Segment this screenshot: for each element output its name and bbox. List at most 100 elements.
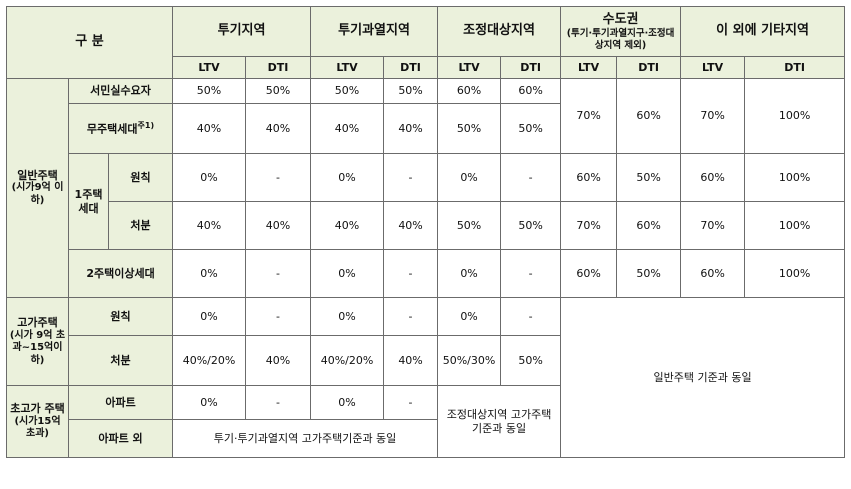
cell: 50% xyxy=(383,78,439,104)
header-capital-area-name: 수도권 xyxy=(602,11,639,27)
cell: 50% xyxy=(500,201,562,250)
row-multi-house-label: 2주택이상세대 xyxy=(67,249,174,298)
header-capital-area-sub: (투기·투기과열지구·조정대상지역 제외) xyxy=(566,27,675,51)
cell: - xyxy=(383,297,439,336)
cell: 0% xyxy=(437,153,502,202)
cell: 0% xyxy=(310,153,385,202)
row-non-apartment-label: 아파트 외 xyxy=(67,419,174,458)
cell: 60% xyxy=(616,201,682,250)
cell: 50% xyxy=(437,103,502,154)
cell: - xyxy=(245,249,312,298)
cell: 60% xyxy=(500,78,562,104)
cell: 0% xyxy=(437,297,502,336)
cell: 70% xyxy=(560,201,618,250)
cell: 50% xyxy=(172,78,247,104)
cell: 60% xyxy=(680,249,746,298)
header-adjustment-zone: 조정대상지역 xyxy=(437,6,562,57)
cell: 40%/20% xyxy=(310,335,385,386)
cell: 50% xyxy=(616,249,682,298)
cell: 0% xyxy=(172,297,247,336)
cell: 50% xyxy=(616,153,682,202)
cell: - xyxy=(383,385,439,420)
header-dti: DTI xyxy=(383,56,439,79)
row-apartment-label: 아파트 xyxy=(67,385,174,420)
cell-other-dti: 100% xyxy=(744,78,846,154)
cell: - xyxy=(245,297,312,336)
cell: 50% xyxy=(310,78,385,104)
cell: 0% xyxy=(310,297,385,336)
cell: - xyxy=(500,297,562,336)
cell: 60% xyxy=(437,78,502,104)
cell: 40% xyxy=(383,103,439,154)
group-general-label: 일반주택 xyxy=(17,168,58,182)
header-dti: DTI xyxy=(616,56,682,79)
cell: - xyxy=(500,153,562,202)
cell-capital-ltv: 70% xyxy=(560,78,618,154)
cell-other-ltv: 70% xyxy=(680,78,746,154)
row-disposal-label: 처분 xyxy=(107,201,174,250)
cell-same-as-general: 일반주택 기준과 동일 xyxy=(560,297,846,458)
header-dti: DTI xyxy=(245,56,312,79)
row-homeless-label: 무주택세대주1) xyxy=(67,103,174,154)
row-principle-label: 원칙 xyxy=(107,153,174,202)
group-general-sub: (시가9억 이하) xyxy=(11,182,64,206)
cell: 40% xyxy=(172,103,247,154)
cell: 100% xyxy=(744,153,846,202)
cell: 0% xyxy=(172,153,247,202)
group-general-housing: 일반주택 (시가9억 이하) xyxy=(6,78,69,298)
group-one-house: 1주택 세대 xyxy=(68,153,109,250)
group-super-sub: (시가15억 초과) xyxy=(14,415,61,440)
cell: - xyxy=(383,153,439,202)
cell: 50% xyxy=(437,201,502,250)
cell: 0% xyxy=(172,249,247,298)
group-super-label: 초고가 주택 xyxy=(10,402,65,416)
cell: 100% xyxy=(744,249,846,298)
cell: 50% xyxy=(500,335,562,386)
cell: 50% xyxy=(500,103,562,154)
header-category: 구 분 xyxy=(5,6,174,79)
header-dti: DTI xyxy=(744,56,846,79)
header-speculation-zone: 투기지역 xyxy=(172,6,312,57)
cell: 100% xyxy=(744,201,846,250)
header-ltv: LTV xyxy=(172,56,247,79)
cell: 40% xyxy=(245,103,312,154)
cell: 60% xyxy=(680,153,746,202)
cell: 60% xyxy=(560,249,618,298)
cell-same-as-high-price: 투기·투기과열지역 고가주택기준과 동일 xyxy=(172,419,439,458)
header-ltv: LTV xyxy=(437,56,502,79)
group-high-price: 고가주택 (시가 9억 초과~15억이하) xyxy=(6,297,69,386)
row-low-income-label: 서민실수요자 xyxy=(67,78,174,104)
cell: 0% xyxy=(172,385,247,420)
cell: 40% xyxy=(245,335,312,386)
cell: - xyxy=(383,249,439,298)
group-high-sub: (시가 9억 초과~15억이하) xyxy=(9,329,66,366)
group-super-high-price: 초고가 주택 (시가15억 초과) xyxy=(6,385,69,458)
row-principle-label: 원칙 xyxy=(67,297,174,336)
cell: 70% xyxy=(680,201,746,250)
cell-capital-dti: 60% xyxy=(616,78,682,154)
header-ltv: LTV xyxy=(680,56,746,79)
ltv-dti-table: 구 분 투기지역 투기과열지역 조정대상지역 수도권 (투기·투기과열지구·조정… xyxy=(5,6,846,458)
header-ltv: LTV xyxy=(310,56,385,79)
cell: 50% xyxy=(245,78,312,104)
cell: - xyxy=(245,385,312,420)
cell: 40% xyxy=(310,103,385,154)
footnote-marker: 주1) xyxy=(137,120,155,130)
cell: 50%/30% xyxy=(437,335,502,386)
header-overheated-zone: 투기과열지역 xyxy=(310,6,439,57)
header-capital-area: 수도권 (투기·투기과열지구·조정대상지역 제외) xyxy=(560,6,682,57)
group-high-label: 고가주택 xyxy=(17,315,58,329)
row-homeless-text: 무주택세대 xyxy=(86,122,138,136)
header-ltv: LTV xyxy=(560,56,618,79)
cell: 0% xyxy=(310,385,385,420)
header-dti: DTI xyxy=(500,56,562,79)
header-other-area: 이 외에 기타지역 xyxy=(680,6,846,57)
cell: 0% xyxy=(310,249,385,298)
cell: 40% xyxy=(245,201,312,250)
row-disposal-label: 처분 xyxy=(67,335,174,386)
cell: 40% xyxy=(172,201,247,250)
cell: 0% xyxy=(437,249,502,298)
cell: 40%/20% xyxy=(172,335,247,386)
cell: 60% xyxy=(560,153,618,202)
cell: 40% xyxy=(310,201,385,250)
